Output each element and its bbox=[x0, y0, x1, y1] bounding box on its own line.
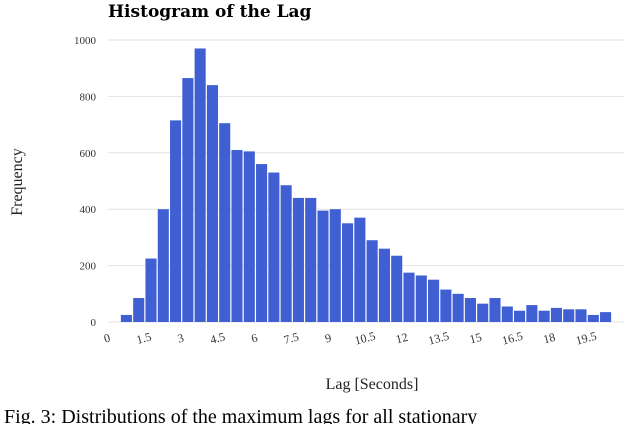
histogram-bar bbox=[575, 309, 587, 322]
y-tick-label: 400 bbox=[80, 204, 97, 216]
histogram-bar bbox=[366, 240, 378, 322]
histogram-bar bbox=[550, 307, 562, 322]
x-tick-label: 19.5 bbox=[574, 329, 598, 348]
histogram-bar bbox=[231, 149, 243, 322]
histogram-bar bbox=[157, 209, 169, 322]
x-tick-label: 13.5 bbox=[427, 329, 451, 348]
x-tick-label: 3 bbox=[176, 331, 185, 346]
x-tick-label: 12 bbox=[394, 330, 409, 347]
histogram-bar bbox=[280, 185, 292, 322]
histogram-bar bbox=[268, 172, 280, 322]
x-tick-label: 1.5 bbox=[135, 329, 153, 346]
histogram-bar bbox=[243, 151, 255, 322]
histogram-bar bbox=[391, 255, 403, 322]
histogram-bar bbox=[514, 310, 526, 322]
x-tick-label: 7.5 bbox=[282, 329, 300, 346]
histogram-bar bbox=[120, 314, 132, 322]
histogram-bar bbox=[452, 293, 464, 322]
y-tick-label: 1000 bbox=[74, 35, 97, 47]
histogram-bar bbox=[587, 314, 599, 322]
histogram-bar bbox=[305, 197, 317, 322]
histogram-bar bbox=[354, 217, 366, 322]
histogram-bar bbox=[600, 312, 612, 322]
histogram-bar bbox=[489, 298, 501, 322]
histogram-bar bbox=[477, 303, 489, 322]
x-tick-label: 9 bbox=[323, 331, 332, 346]
histogram-bar bbox=[317, 210, 329, 322]
histogram-bar bbox=[440, 289, 452, 322]
x-tick-label: 6 bbox=[250, 331, 259, 346]
x-tick-label: 15 bbox=[468, 330, 483, 347]
histogram-bar bbox=[145, 258, 157, 322]
figure-caption: Fig. 3: Distributions of the maximum lag… bbox=[4, 406, 477, 424]
histogram-bar bbox=[378, 248, 390, 322]
histogram-bar bbox=[464, 298, 476, 322]
chart-title: Histogram of the Lag bbox=[108, 2, 312, 22]
y-tick-label: 0 bbox=[91, 317, 97, 329]
histogram-bar bbox=[170, 120, 182, 323]
x-tick-label: 16.5 bbox=[500, 329, 524, 348]
x-axis-ticks: 0 1.5 3 4.5 6 7.5 9 10.5 12 13.5 15 16.5 18 19.5 bbox=[102, 329, 598, 348]
histogram-bar bbox=[219, 123, 231, 322]
histogram-bar bbox=[342, 223, 354, 322]
x-tick-label: 4.5 bbox=[208, 329, 226, 346]
x-tick-label: 10.5 bbox=[353, 329, 377, 348]
y-axis-label: Frequency bbox=[9, 148, 26, 216]
bars bbox=[120, 48, 612, 323]
y-tick-label: 800 bbox=[80, 91, 97, 103]
histogram-bar bbox=[526, 305, 538, 322]
histogram-bar bbox=[256, 164, 268, 322]
x-tick-label: 0 bbox=[102, 331, 111, 346]
histogram-bar bbox=[415, 275, 427, 322]
gridlines bbox=[108, 39, 624, 323]
x-tick-label: 18 bbox=[542, 330, 557, 347]
histogram-bar bbox=[563, 309, 575, 322]
histogram-bar bbox=[428, 279, 440, 322]
histogram-bar bbox=[538, 310, 550, 322]
histogram-bar bbox=[501, 306, 513, 322]
y-tick-label: 600 bbox=[80, 148, 97, 160]
histogram-bar bbox=[194, 48, 206, 323]
y-axis-ticks: 0 200 400 600 800 1000 bbox=[74, 35, 97, 329]
histogram-bar bbox=[133, 298, 145, 322]
histogram-bar bbox=[403, 272, 415, 322]
x-axis-label: Lag [Seconds] bbox=[326, 376, 419, 393]
histogram-bar bbox=[182, 78, 194, 322]
histogram-bar bbox=[206, 85, 218, 323]
histogram-bar bbox=[329, 209, 341, 322]
y-tick-label: 200 bbox=[80, 261, 97, 273]
histogram-bar bbox=[292, 197, 304, 322]
